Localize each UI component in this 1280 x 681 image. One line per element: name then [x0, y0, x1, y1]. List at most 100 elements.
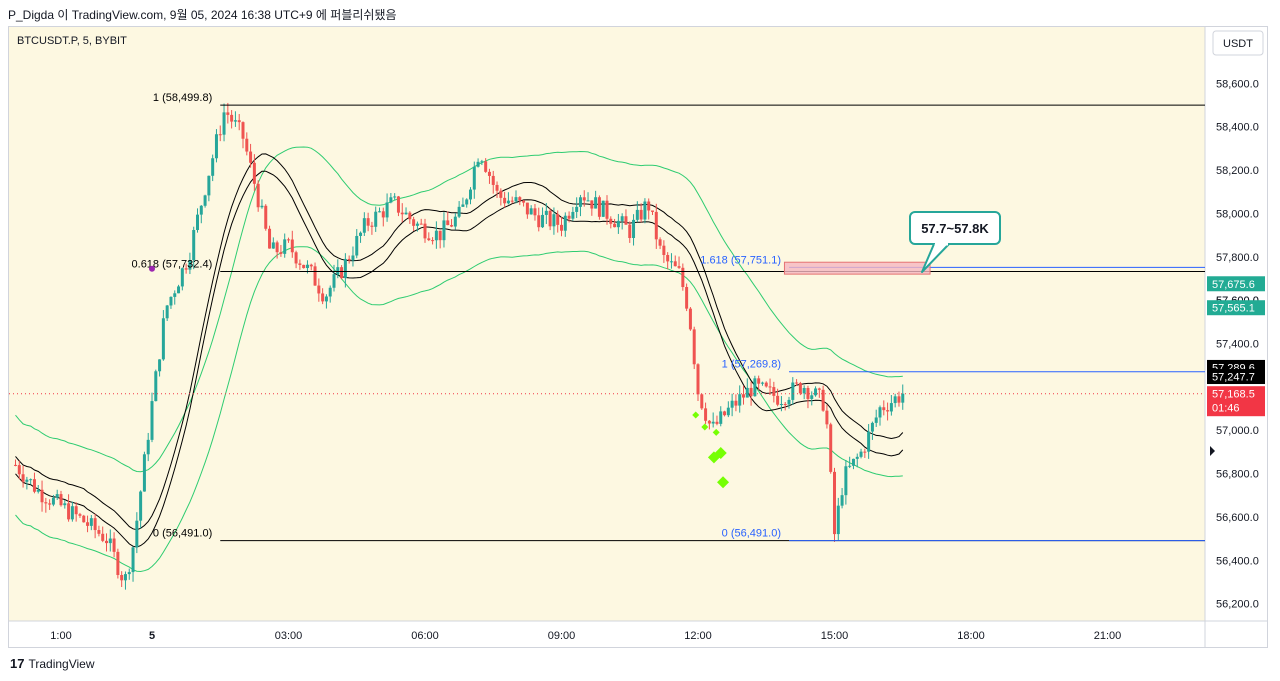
diamond-signal — [712, 428, 720, 436]
currency-button[interactable]: USDT — [1212, 30, 1264, 56]
plot-background — [9, 27, 1205, 621]
candle-body — [651, 210, 654, 212]
candle-body — [469, 189, 472, 200]
candle-body — [757, 378, 761, 384]
candle-body — [658, 239, 662, 246]
candle-body — [707, 420, 711, 424]
x-tick-label: 18:00 — [957, 630, 985, 642]
y-tick-label: 56,200.0 — [1216, 599, 1259, 611]
candle-body — [673, 261, 677, 267]
price-axis-ticks: 56,200.0 56,400.0 56,600.0 56,800.0 57,000.0… — [1216, 78, 1259, 610]
candle-body — [290, 239, 294, 253]
candle-body — [624, 216, 628, 225]
candle-body — [305, 264, 309, 269]
candle-body — [613, 223, 617, 228]
y-tick-label: 57,000.0 — [1216, 425, 1259, 437]
candle-body — [116, 551, 120, 576]
x-tick-label: 1:00 — [50, 630, 71, 642]
candle-body — [499, 190, 503, 198]
candle-body — [863, 451, 867, 453]
candle-body — [423, 223, 427, 239]
candle-body — [806, 387, 810, 399]
candle-body — [450, 225, 454, 227]
candle-body — [82, 515, 86, 523]
candle-body — [882, 407, 886, 411]
x-tick-label: 03:00 — [275, 630, 303, 642]
candle-body — [844, 466, 848, 496]
candle-body — [578, 197, 582, 207]
candle-body — [321, 293, 325, 302]
candle-body — [738, 394, 742, 406]
price-chart[interactable]: BTCUSDT.P, 5, BYBIT USDT 1 (58,499.8) 0.6… — [9, 27, 1267, 647]
candle-body — [726, 407, 730, 416]
candle-body — [586, 200, 590, 202]
candle-body — [817, 388, 821, 390]
candle-body — [389, 197, 393, 203]
candle-body — [874, 417, 878, 423]
candle-body — [203, 195, 207, 206]
candle-body — [63, 503, 67, 506]
candle-body — [878, 407, 882, 418]
candle-body — [211, 158, 215, 176]
candle-body — [594, 197, 598, 209]
band-lower — [15, 170, 904, 548]
candle-body — [112, 538, 116, 552]
candle-body — [870, 422, 874, 432]
price-tag-bg — [1207, 276, 1265, 292]
candle-body — [480, 161, 484, 163]
candle-body — [218, 134, 222, 136]
candle-body — [355, 235, 359, 256]
candle-body — [779, 403, 783, 405]
candle-body — [177, 286, 181, 294]
candle-body — [287, 239, 290, 241]
candle-body — [495, 184, 499, 191]
candle-body — [328, 287, 332, 297]
candle-body — [476, 161, 480, 167]
candle-body — [408, 212, 412, 220]
y-tick-label: 58,600.0 — [1216, 78, 1259, 90]
candle-body — [268, 228, 272, 249]
candle-body — [704, 408, 708, 421]
candle-body — [86, 522, 90, 526]
candle-body — [776, 395, 780, 405]
candle-body — [692, 329, 696, 365]
fib-label: 0.618 (57,732.4) — [132, 258, 213, 270]
candle-body — [105, 540, 108, 544]
candle-body — [791, 382, 795, 400]
candle-body — [635, 209, 639, 220]
candle-body — [135, 520, 139, 548]
candle-body — [29, 479, 33, 481]
price-tag-label: 57,565.1 — [1212, 303, 1255, 315]
candle-body — [601, 200, 605, 217]
candle-body — [597, 197, 601, 217]
candle-body — [343, 258, 347, 279]
candle-body — [294, 252, 298, 264]
y-tick-label: 57,400.0 — [1216, 339, 1259, 351]
candle-body — [783, 403, 787, 405]
target-zone-box — [783, 261, 931, 275]
scroll-arrow-icon[interactable] — [1210, 446, 1215, 456]
price-tag-label: 57,247.7 — [1212, 372, 1255, 384]
time-axis — [9, 621, 1267, 647]
candle-body — [525, 202, 529, 215]
candle-body — [245, 138, 249, 152]
candle-body — [723, 411, 727, 416]
footer: 17 TradingView — [10, 656, 95, 671]
candle-body — [302, 264, 306, 269]
candle-body — [131, 547, 135, 573]
candle-body — [544, 210, 548, 215]
candle-body — [632, 219, 636, 239]
candle-body — [40, 489, 44, 503]
candle-body — [798, 383, 802, 394]
fib-label: 0 (56,491.0) — [153, 528, 212, 540]
y-tick-label: 58,400.0 — [1216, 122, 1259, 134]
candle-body — [446, 220, 450, 226]
candle-body — [465, 199, 469, 205]
candle-body — [522, 200, 526, 203]
target-callout-label: 57.7~57.8K — [921, 221, 989, 236]
candle-body — [760, 382, 764, 384]
candle-body — [108, 538, 112, 544]
x-tick-label: 12:00 — [684, 630, 712, 642]
chart-panel[interactable]: BTCUSDT.P, 5, BYBIT USDT 1 (58,499.8) 0.6… — [8, 26, 1268, 648]
candle-body — [233, 120, 237, 122]
